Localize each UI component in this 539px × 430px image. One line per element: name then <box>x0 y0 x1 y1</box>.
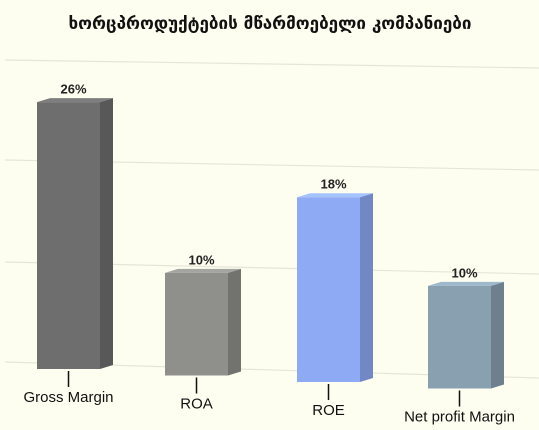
value-label: 10% <box>188 252 214 267</box>
bar <box>165 268 241 376</box>
x-tick-label: Net profit Margin <box>404 408 515 425</box>
value-label: 18% <box>320 177 346 192</box>
bar <box>297 193 373 382</box>
chart-title: ხორცპროდუქტების მწარმოებელი კომპანიები <box>69 14 472 34</box>
x-tick-label: ROE <box>312 402 345 419</box>
bar-face <box>428 281 504 286</box>
bar-face <box>428 285 491 389</box>
x-tick-label: ROA <box>180 395 213 412</box>
bar-face <box>360 193 373 382</box>
bar-face <box>165 272 228 376</box>
bar-face <box>100 98 113 370</box>
bar-face <box>491 281 504 389</box>
bar <box>37 98 113 370</box>
grid-line <box>4 59 539 69</box>
bar-face <box>165 268 241 273</box>
value-label: 10% <box>451 265 477 280</box>
bar <box>428 281 504 389</box>
bar-face <box>37 102 100 370</box>
bar-face <box>297 197 360 382</box>
bar-face <box>37 98 113 103</box>
bar-face <box>228 268 241 376</box>
value-label: 26% <box>60 82 86 97</box>
bar-face <box>297 193 373 198</box>
x-tick-label: Gross Margin <box>23 389 113 406</box>
